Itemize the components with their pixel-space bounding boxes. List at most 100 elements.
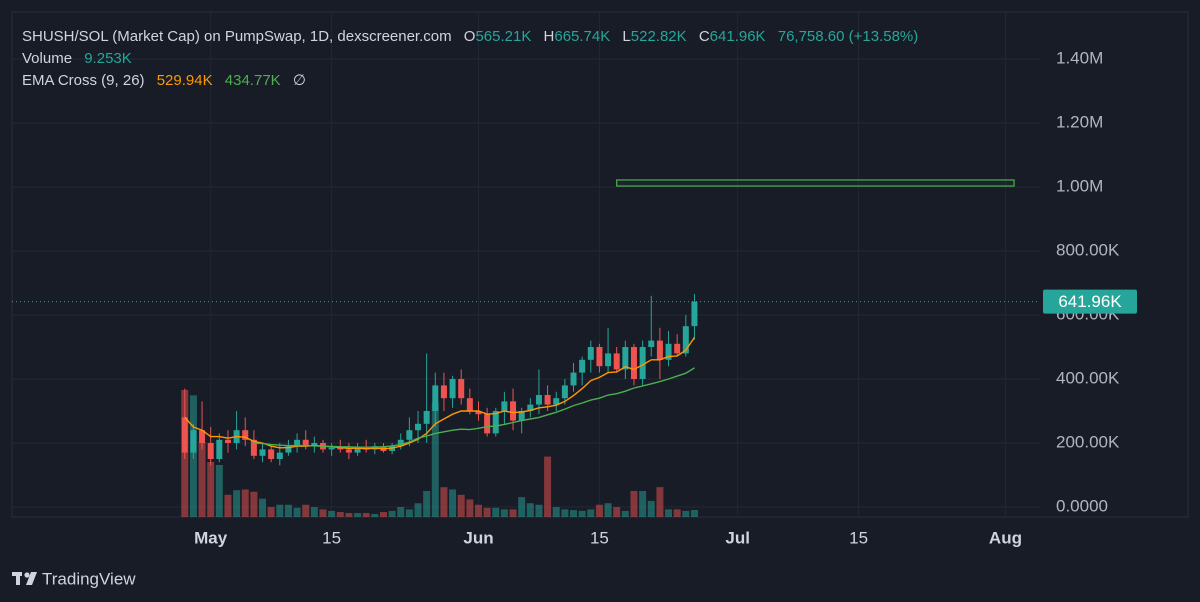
volume-bar (319, 509, 327, 517)
volume-bar (639, 490, 647, 517)
candle-body (432, 385, 439, 411)
volume-bar (310, 507, 318, 517)
candle-body (665, 343, 672, 360)
candle-body (674, 343, 681, 354)
y-tick-label: 0.0000 (1056, 496, 1108, 515)
candle-body (199, 430, 206, 443)
volume-bar (233, 490, 241, 517)
legend: SHUSH/SOL (Market Cap) on PumpSwap, 1D, … (22, 26, 918, 92)
candle-body (656, 340, 663, 360)
candle-body (268, 449, 275, 459)
candle-body (207, 443, 214, 459)
candle-body (648, 340, 655, 347)
candle-body (224, 439, 231, 443)
candle-body (596, 347, 603, 367)
candle-body (449, 379, 456, 399)
candle-body (216, 439, 223, 459)
candle-body (458, 379, 465, 399)
volume-bar (483, 507, 491, 517)
volume-bar (621, 510, 629, 517)
volume-bar (276, 504, 284, 517)
volume-bar (500, 509, 508, 517)
volume-bar (431, 402, 439, 517)
indicator-name: EMA Cross (9, 26) (22, 72, 145, 89)
volume-bar (224, 494, 232, 517)
candle-body (639, 347, 646, 379)
volume-bar (630, 490, 638, 517)
change: 76,758.60 (777, 28, 845, 45)
volume-bar (423, 490, 431, 517)
volume-bar (250, 491, 258, 517)
last-price-label: 641.96K (1058, 292, 1122, 311)
candle-body (345, 449, 352, 453)
x-tick-label: 15 (322, 528, 341, 547)
candle-body (328, 447, 335, 450)
volume-bar (690, 509, 698, 517)
candle-body (570, 372, 577, 386)
ema-line (184, 337, 696, 450)
volume-bar (526, 503, 534, 517)
volume-bar (682, 510, 690, 517)
volume-bar (474, 504, 482, 517)
candle-body (190, 430, 197, 453)
volume-bar (647, 500, 655, 517)
volume-bar (379, 512, 387, 517)
candle-body (535, 395, 542, 405)
volume-bar (518, 497, 526, 517)
volume-bar (449, 489, 457, 517)
candle-body (276, 452, 283, 459)
volume-bar (302, 504, 310, 517)
volume-bar (665, 509, 673, 517)
candle-body (242, 430, 249, 440)
ohlc-label: C (698, 28, 710, 45)
candle-body (691, 301, 698, 327)
chart-title: SHUSH/SOL (Market Cap) on PumpSwap, 1D, … (22, 28, 452, 45)
last-price-tag (1043, 289, 1137, 314)
y-tick-label: 200.00K (1056, 432, 1120, 451)
candle-body (250, 439, 257, 456)
volume-bar (293, 507, 301, 517)
change-pct: (+13.58%) (848, 28, 919, 45)
x-tick-label: May (194, 528, 228, 547)
ohlc-value: 522.82K (630, 28, 687, 45)
indicator-symbol: ∅ (292, 72, 306, 89)
volume-bar (492, 507, 500, 517)
volume-bar (259, 498, 267, 517)
volume-bar (215, 464, 223, 517)
y-tick-label: 400.00K (1056, 368, 1120, 387)
candle-body (501, 401, 508, 411)
y-tick-label: 1.40M (1056, 48, 1103, 67)
candle-body (622, 347, 629, 370)
candle-body (440, 385, 447, 399)
candle-body (406, 430, 413, 440)
x-tick-label: Jun (463, 528, 493, 547)
volume-bar (336, 512, 344, 517)
candle-body (285, 446, 292, 453)
candle-body (181, 417, 188, 453)
volume-bar (362, 513, 370, 517)
volume-bar (656, 487, 664, 517)
volume-bar (535, 504, 543, 517)
volume-bar (267, 507, 275, 517)
volume-bar (388, 510, 396, 517)
candle-body (510, 401, 517, 421)
candle-body (605, 353, 612, 367)
volume-bar (328, 510, 336, 517)
candle-body (544, 395, 551, 405)
ema-fast-value: 529.94K (156, 72, 213, 89)
volume-bar (578, 510, 586, 517)
candle-body (613, 353, 620, 370)
candle-body (630, 347, 637, 379)
volume-bar (440, 487, 448, 517)
candle-body (415, 423, 422, 431)
candle-body (682, 326, 689, 354)
axes-layer: 0.0000200.00K400.00K600.00K800.00K1.00M1… (194, 48, 1137, 547)
volume-bar (613, 507, 621, 517)
volume-bar (552, 507, 560, 517)
volume-bar (371, 513, 379, 517)
y-tick-label: 800.00K (1056, 240, 1120, 259)
volume-bar (673, 509, 681, 517)
x-tick-label: Aug (989, 528, 1022, 547)
